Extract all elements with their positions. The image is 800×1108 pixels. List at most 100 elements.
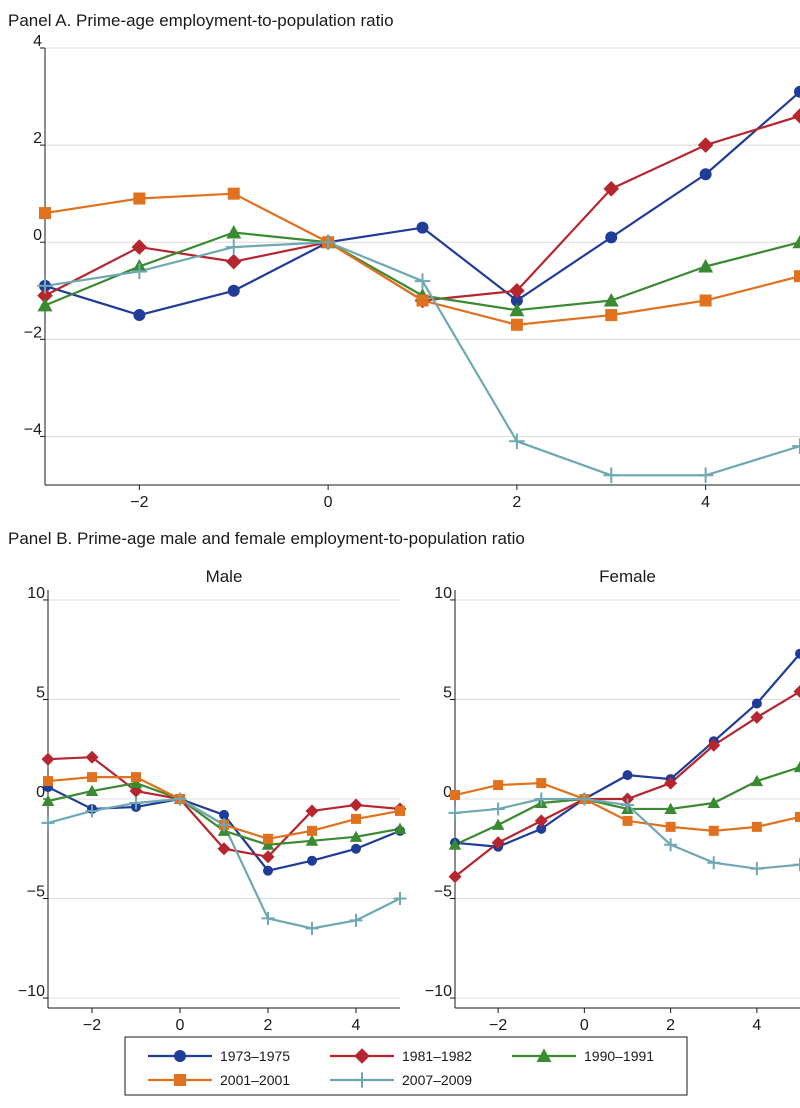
data-point-square [536,778,547,789]
legend-label: 1981–1982 [402,1048,472,1064]
data-point-diamond [792,108,800,124]
data-point-triangle [664,802,677,814]
data-point-circle [510,294,523,307]
y-tick-label: 5 [36,684,45,701]
data-point-square [39,207,51,220]
x-tick-label: 0 [324,494,333,511]
data-point-diamond [603,181,620,197]
data-point-circle [351,843,361,854]
data-point-circle [751,698,762,709]
y-tick-label: 4 [33,33,42,50]
data-point-circle [795,648,800,659]
data-point-circle [307,855,317,866]
legend-label: 1990–1991 [584,1048,654,1064]
data-point-diamond [707,738,721,752]
data-point-plus [697,467,714,484]
data-point-diamond [750,710,764,724]
data-point-plus [577,792,591,806]
y-tick-label: −5 [27,884,45,901]
y-tick-label: 10 [27,585,45,602]
male-plot: −10 −5 0 5 10 −2 0 2 4 Male [18,567,407,1034]
data-point-square [795,811,800,822]
data-point-square [605,309,618,322]
data-point-diamond [217,842,231,856]
data-point-plus [217,818,231,832]
data-point-triangle [37,297,53,312]
data-point-plus [491,802,505,816]
legend-label: 1973–1975 [220,1048,290,1064]
y-tick-label: 0 [443,784,452,801]
data-point-diamond [41,752,55,766]
data-point-plus [707,856,721,870]
panel-b-title: Panel B. Prime-age male and female emplo… [8,529,525,548]
x-tick-label: 0 [580,1017,589,1034]
y-tick-label: 0 [33,227,42,244]
data-point-triangle [85,784,99,797]
data-point-triangle [129,776,143,789]
data-point-plus [225,239,242,255]
legend: 1973–1975 1981–1982 1990–1991 2001–2001 2007… [124,1036,688,1096]
legend-label: 2001–2001 [220,1072,290,1088]
data-point-square [794,270,800,283]
x-tick-label: 4 [752,1017,761,1034]
y-tick-label: 0 [36,784,45,801]
legend-label: 2007–2009 [402,1072,472,1088]
panel-a-title: Panel A. Prime-age employment-to-populat… [8,11,394,30]
data-point-plus [393,892,407,906]
data-point-plus [320,234,336,251]
data-point-plus [173,792,187,806]
data-point-square [751,821,762,832]
series-line-diamond [47,756,401,858]
data-point-plus [792,438,800,454]
data-point-square [395,805,405,816]
y-tick-label: −5 [434,884,452,901]
data-point-circle [622,770,633,781]
y-tick-label: −2 [24,324,42,341]
data-point-diamond [131,239,148,255]
data-point-plus [85,804,99,818]
legend-marker-triangle [536,1048,552,1062]
data-point-triangle [261,838,275,850]
data-point-triangle [707,796,720,808]
data-point-diamond [261,850,275,864]
data-point-circle [794,85,800,98]
data-point-diamond [225,253,242,270]
data-point-plus [261,911,275,925]
data-point-plus [534,792,548,806]
data-point-circle [416,221,429,234]
data-point-plus [37,278,53,294]
y-tick-label: 5 [443,684,452,701]
x-tick-label: 0 [176,1017,185,1034]
data-point-diamond [793,685,800,699]
x-tick-label: 2 [264,1017,273,1034]
data-point-circle [536,823,547,834]
data-point-square [43,776,53,787]
data-point-plus [41,816,55,830]
data-point-triangle [393,822,407,834]
female-plot: −10 −5 0 5 10 −2 0 2 4 Female [425,567,800,1034]
data-point-plus [131,263,148,280]
data-point-square [263,833,273,844]
x-tick-label: 2 [512,494,521,511]
y-tick-label: −10 [425,983,452,1000]
data-point-diamond [448,870,462,884]
data-point-square [227,187,240,200]
panel-a-plot: −4 −2 0 2 4 −2 0 2 4 [24,33,800,511]
legend-marker-diamond [354,1048,370,1064]
data-point-plus [621,798,634,812]
data-point-circle [219,809,229,820]
x-tick-label: 4 [701,494,710,511]
data-point-plus [509,433,525,450]
data-point-triangle [226,225,242,239]
data-point-square [665,821,676,832]
data-point-circle [227,284,240,297]
data-point-square [307,825,317,836]
data-point-diamond [664,776,678,790]
data-point-diamond [534,814,548,828]
data-point-triangle [305,834,319,846]
data-point-triangle [793,760,800,773]
data-point-plus [414,273,431,289]
y-tick-label: 2 [33,130,42,147]
data-point-square [493,780,504,791]
